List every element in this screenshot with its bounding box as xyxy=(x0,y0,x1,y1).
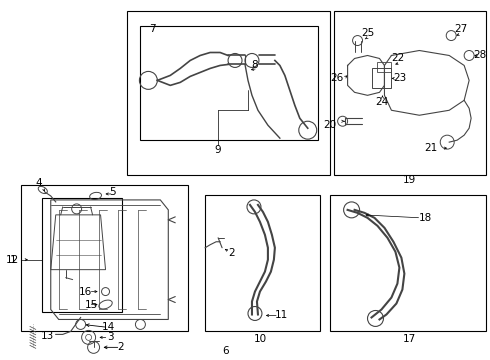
Text: 24: 24 xyxy=(375,97,388,107)
Text: 7: 7 xyxy=(149,24,156,33)
Text: 20: 20 xyxy=(323,120,336,130)
Bar xyxy=(334,11,486,175)
Text: 4: 4 xyxy=(35,178,42,188)
Bar xyxy=(21,185,188,332)
Text: 11: 11 xyxy=(275,310,289,320)
Text: 15: 15 xyxy=(85,300,98,310)
Text: 21: 21 xyxy=(425,143,438,153)
Text: 12: 12 xyxy=(6,255,20,265)
Text: 27: 27 xyxy=(455,24,468,33)
Bar xyxy=(141,26,318,140)
Text: 10: 10 xyxy=(253,334,267,345)
Text: 8: 8 xyxy=(252,60,258,71)
Text: 22: 22 xyxy=(391,54,404,63)
Text: 5: 5 xyxy=(109,187,116,197)
Text: 25: 25 xyxy=(361,28,374,37)
Text: 1: 1 xyxy=(10,255,16,265)
Text: 9: 9 xyxy=(215,145,221,155)
Bar xyxy=(330,195,486,332)
Bar xyxy=(42,198,122,312)
Text: 19: 19 xyxy=(403,175,416,185)
Text: 26: 26 xyxy=(330,73,343,84)
Text: 18: 18 xyxy=(418,213,432,223)
Bar xyxy=(205,195,319,332)
Text: 2: 2 xyxy=(117,342,124,352)
Text: 17: 17 xyxy=(403,334,416,345)
Text: 13: 13 xyxy=(41,332,54,341)
Bar xyxy=(371,68,392,88)
Text: 23: 23 xyxy=(393,73,406,84)
Text: 28: 28 xyxy=(473,50,487,60)
Text: 6: 6 xyxy=(222,346,228,356)
Text: 3: 3 xyxy=(107,332,114,342)
Text: 16: 16 xyxy=(79,287,92,297)
Text: 14: 14 xyxy=(102,323,115,332)
Bar xyxy=(127,11,330,175)
Bar xyxy=(377,62,392,72)
Text: 2: 2 xyxy=(229,248,235,258)
